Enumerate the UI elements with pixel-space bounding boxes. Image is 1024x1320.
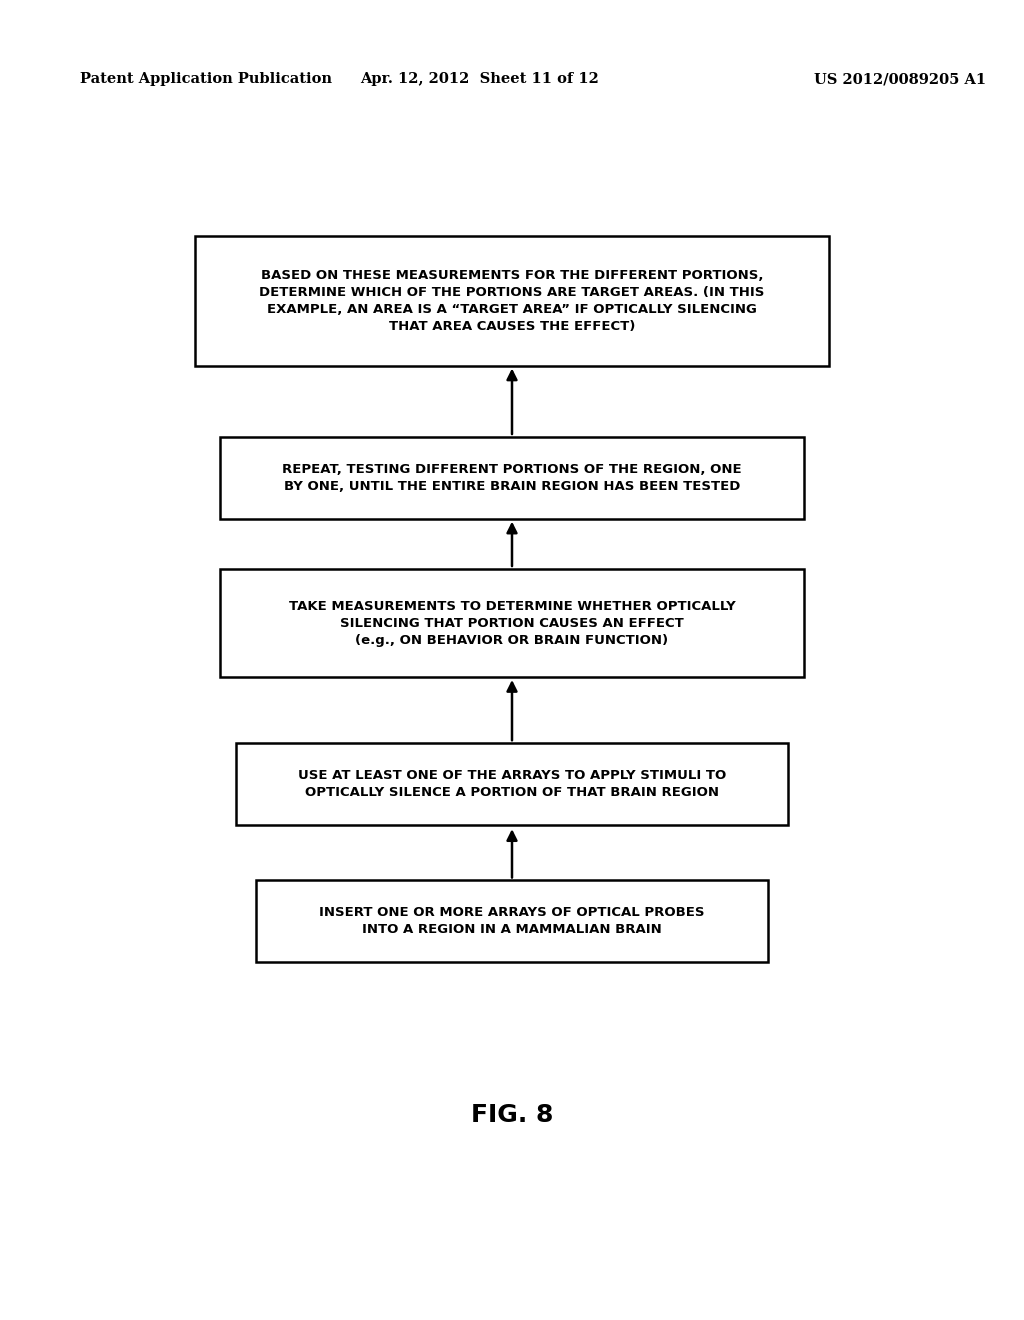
FancyBboxPatch shape	[220, 437, 804, 519]
Text: Patent Application Publication: Patent Application Publication	[80, 73, 332, 86]
FancyBboxPatch shape	[256, 880, 768, 962]
FancyBboxPatch shape	[195, 236, 829, 366]
Text: INSERT ONE OR MORE ARRAYS OF OPTICAL PROBES
INTO A REGION IN A MAMMALIAN BRAIN: INSERT ONE OR MORE ARRAYS OF OPTICAL PRO…	[319, 907, 705, 936]
Text: BASED ON THESE MEASUREMENTS FOR THE DIFFERENT PORTIONS,
DETERMINE WHICH OF THE P: BASED ON THESE MEASUREMENTS FOR THE DIFF…	[259, 269, 765, 333]
FancyBboxPatch shape	[236, 743, 788, 825]
Text: Apr. 12, 2012  Sheet 11 of 12: Apr. 12, 2012 Sheet 11 of 12	[360, 73, 599, 86]
FancyBboxPatch shape	[220, 569, 804, 677]
Text: USE AT LEAST ONE OF THE ARRAYS TO APPLY STIMULI TO
OPTICALLY SILENCE A PORTION O: USE AT LEAST ONE OF THE ARRAYS TO APPLY …	[298, 770, 726, 799]
Text: FIG. 8: FIG. 8	[471, 1104, 553, 1127]
Text: US 2012/0089205 A1: US 2012/0089205 A1	[814, 73, 986, 86]
Text: REPEAT, TESTING DIFFERENT PORTIONS OF THE REGION, ONE
BY ONE, UNTIL THE ENTIRE B: REPEAT, TESTING DIFFERENT PORTIONS OF TH…	[283, 463, 741, 492]
Text: TAKE MEASUREMENTS TO DETERMINE WHETHER OPTICALLY
SILENCING THAT PORTION CAUSES A: TAKE MEASUREMENTS TO DETERMINE WHETHER O…	[289, 599, 735, 647]
